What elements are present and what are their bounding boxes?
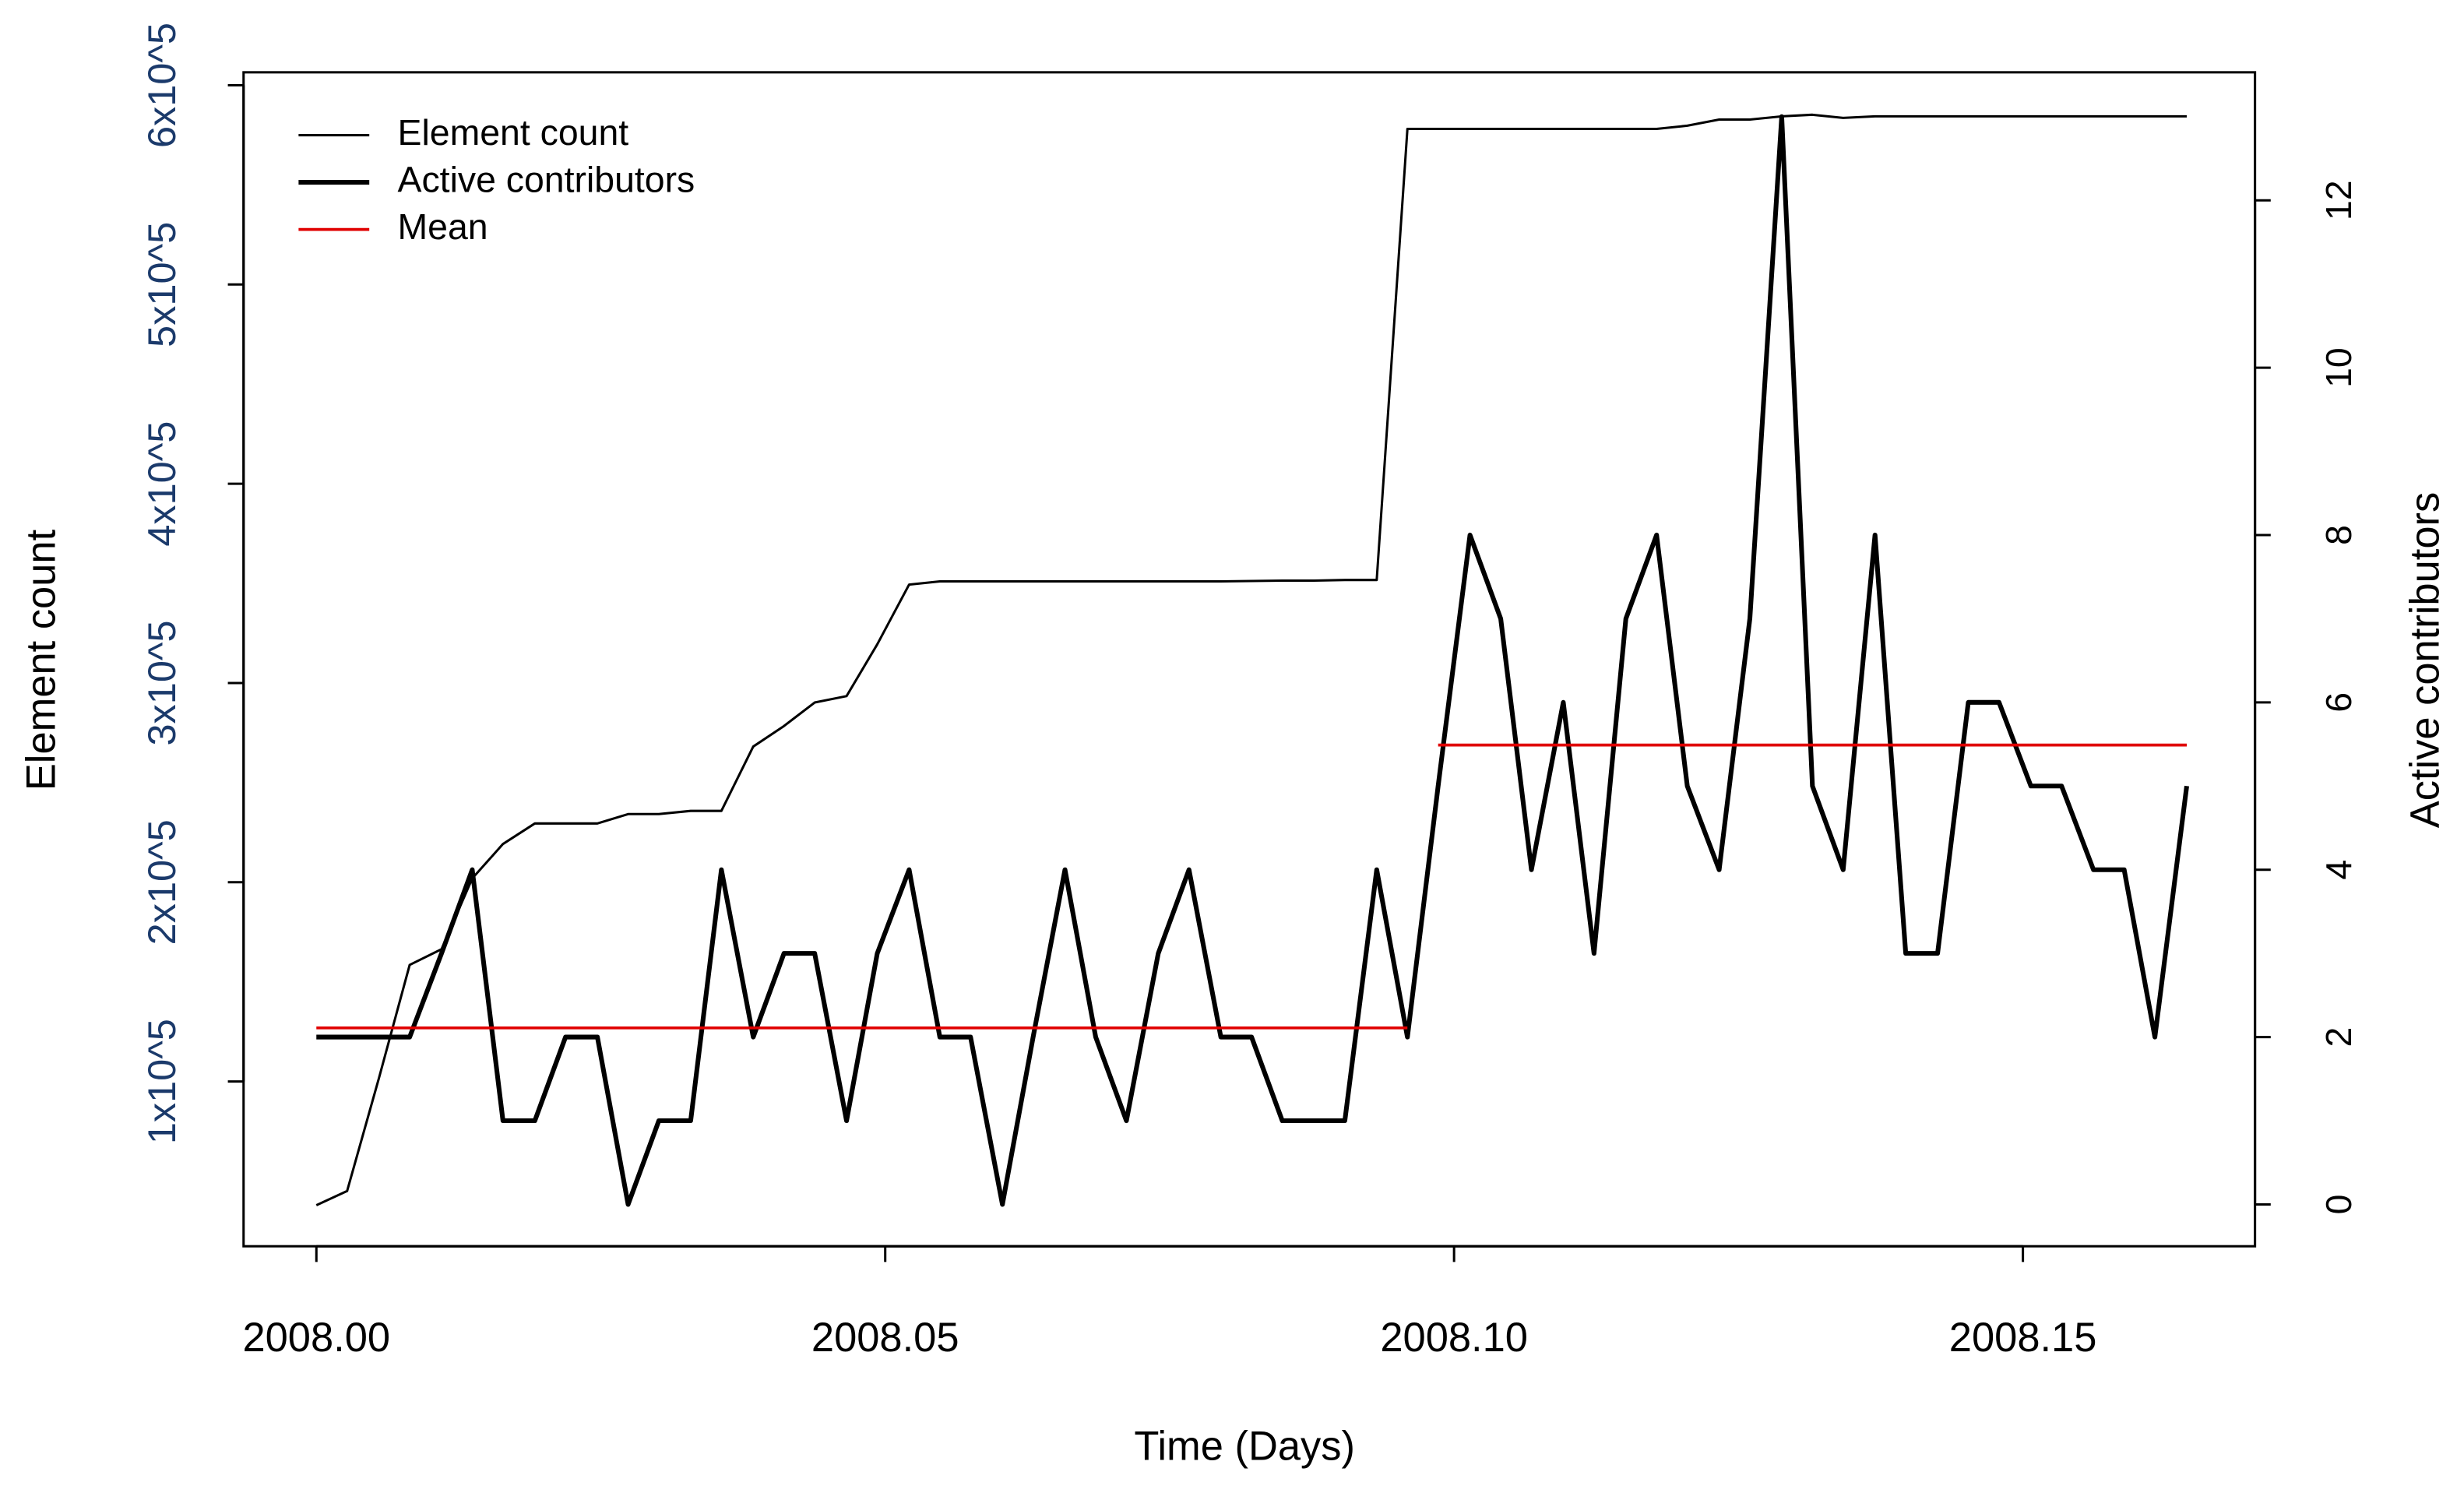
y-tick-label: 3x10^5	[139, 620, 184, 745]
x-tick-label: 2008.05	[811, 1315, 959, 1361]
x-tick-label: 2008.10	[1380, 1315, 1528, 1361]
series-line	[316, 114, 2189, 1207]
plot-frame	[242, 71, 2257, 1248]
y-tick-label: 2x10^5	[139, 819, 184, 945]
x-axis-title: Time (Days)	[1134, 1424, 1355, 1469]
legend-label: Element count	[398, 112, 629, 153]
legend-label: Active contributors	[398, 159, 695, 199]
y-tick-label: 5x10^5	[139, 222, 184, 347]
x-tick-label: 2008.00	[242, 1315, 390, 1361]
y2-tick-label: 10	[2318, 347, 2359, 388]
y-tick-label: 1x10^5	[139, 1019, 184, 1144]
series-line	[315, 113, 2187, 1206]
y-axis-title: Element count	[19, 529, 64, 791]
legend-label: Mean	[398, 206, 488, 247]
series-line	[316, 743, 2187, 1030]
y2-tick-label: 4	[2318, 860, 2359, 880]
y2-tick-label: 6	[2318, 692, 2359, 713]
y2-tick-label: 0	[2318, 1195, 2359, 1215]
y2-tick-label: 8	[2318, 525, 2359, 545]
y2-tick-label: 2	[2318, 1027, 2359, 1048]
y2-tick-label: 12	[2318, 180, 2359, 220]
y-tick-label: 4x10^5	[139, 421, 184, 547]
y2-axis-title: Active contributors	[2402, 492, 2448, 828]
x-tick-label: 2008.15	[1949, 1315, 2097, 1361]
y-tick-label: 6x10^5	[139, 23, 184, 148]
